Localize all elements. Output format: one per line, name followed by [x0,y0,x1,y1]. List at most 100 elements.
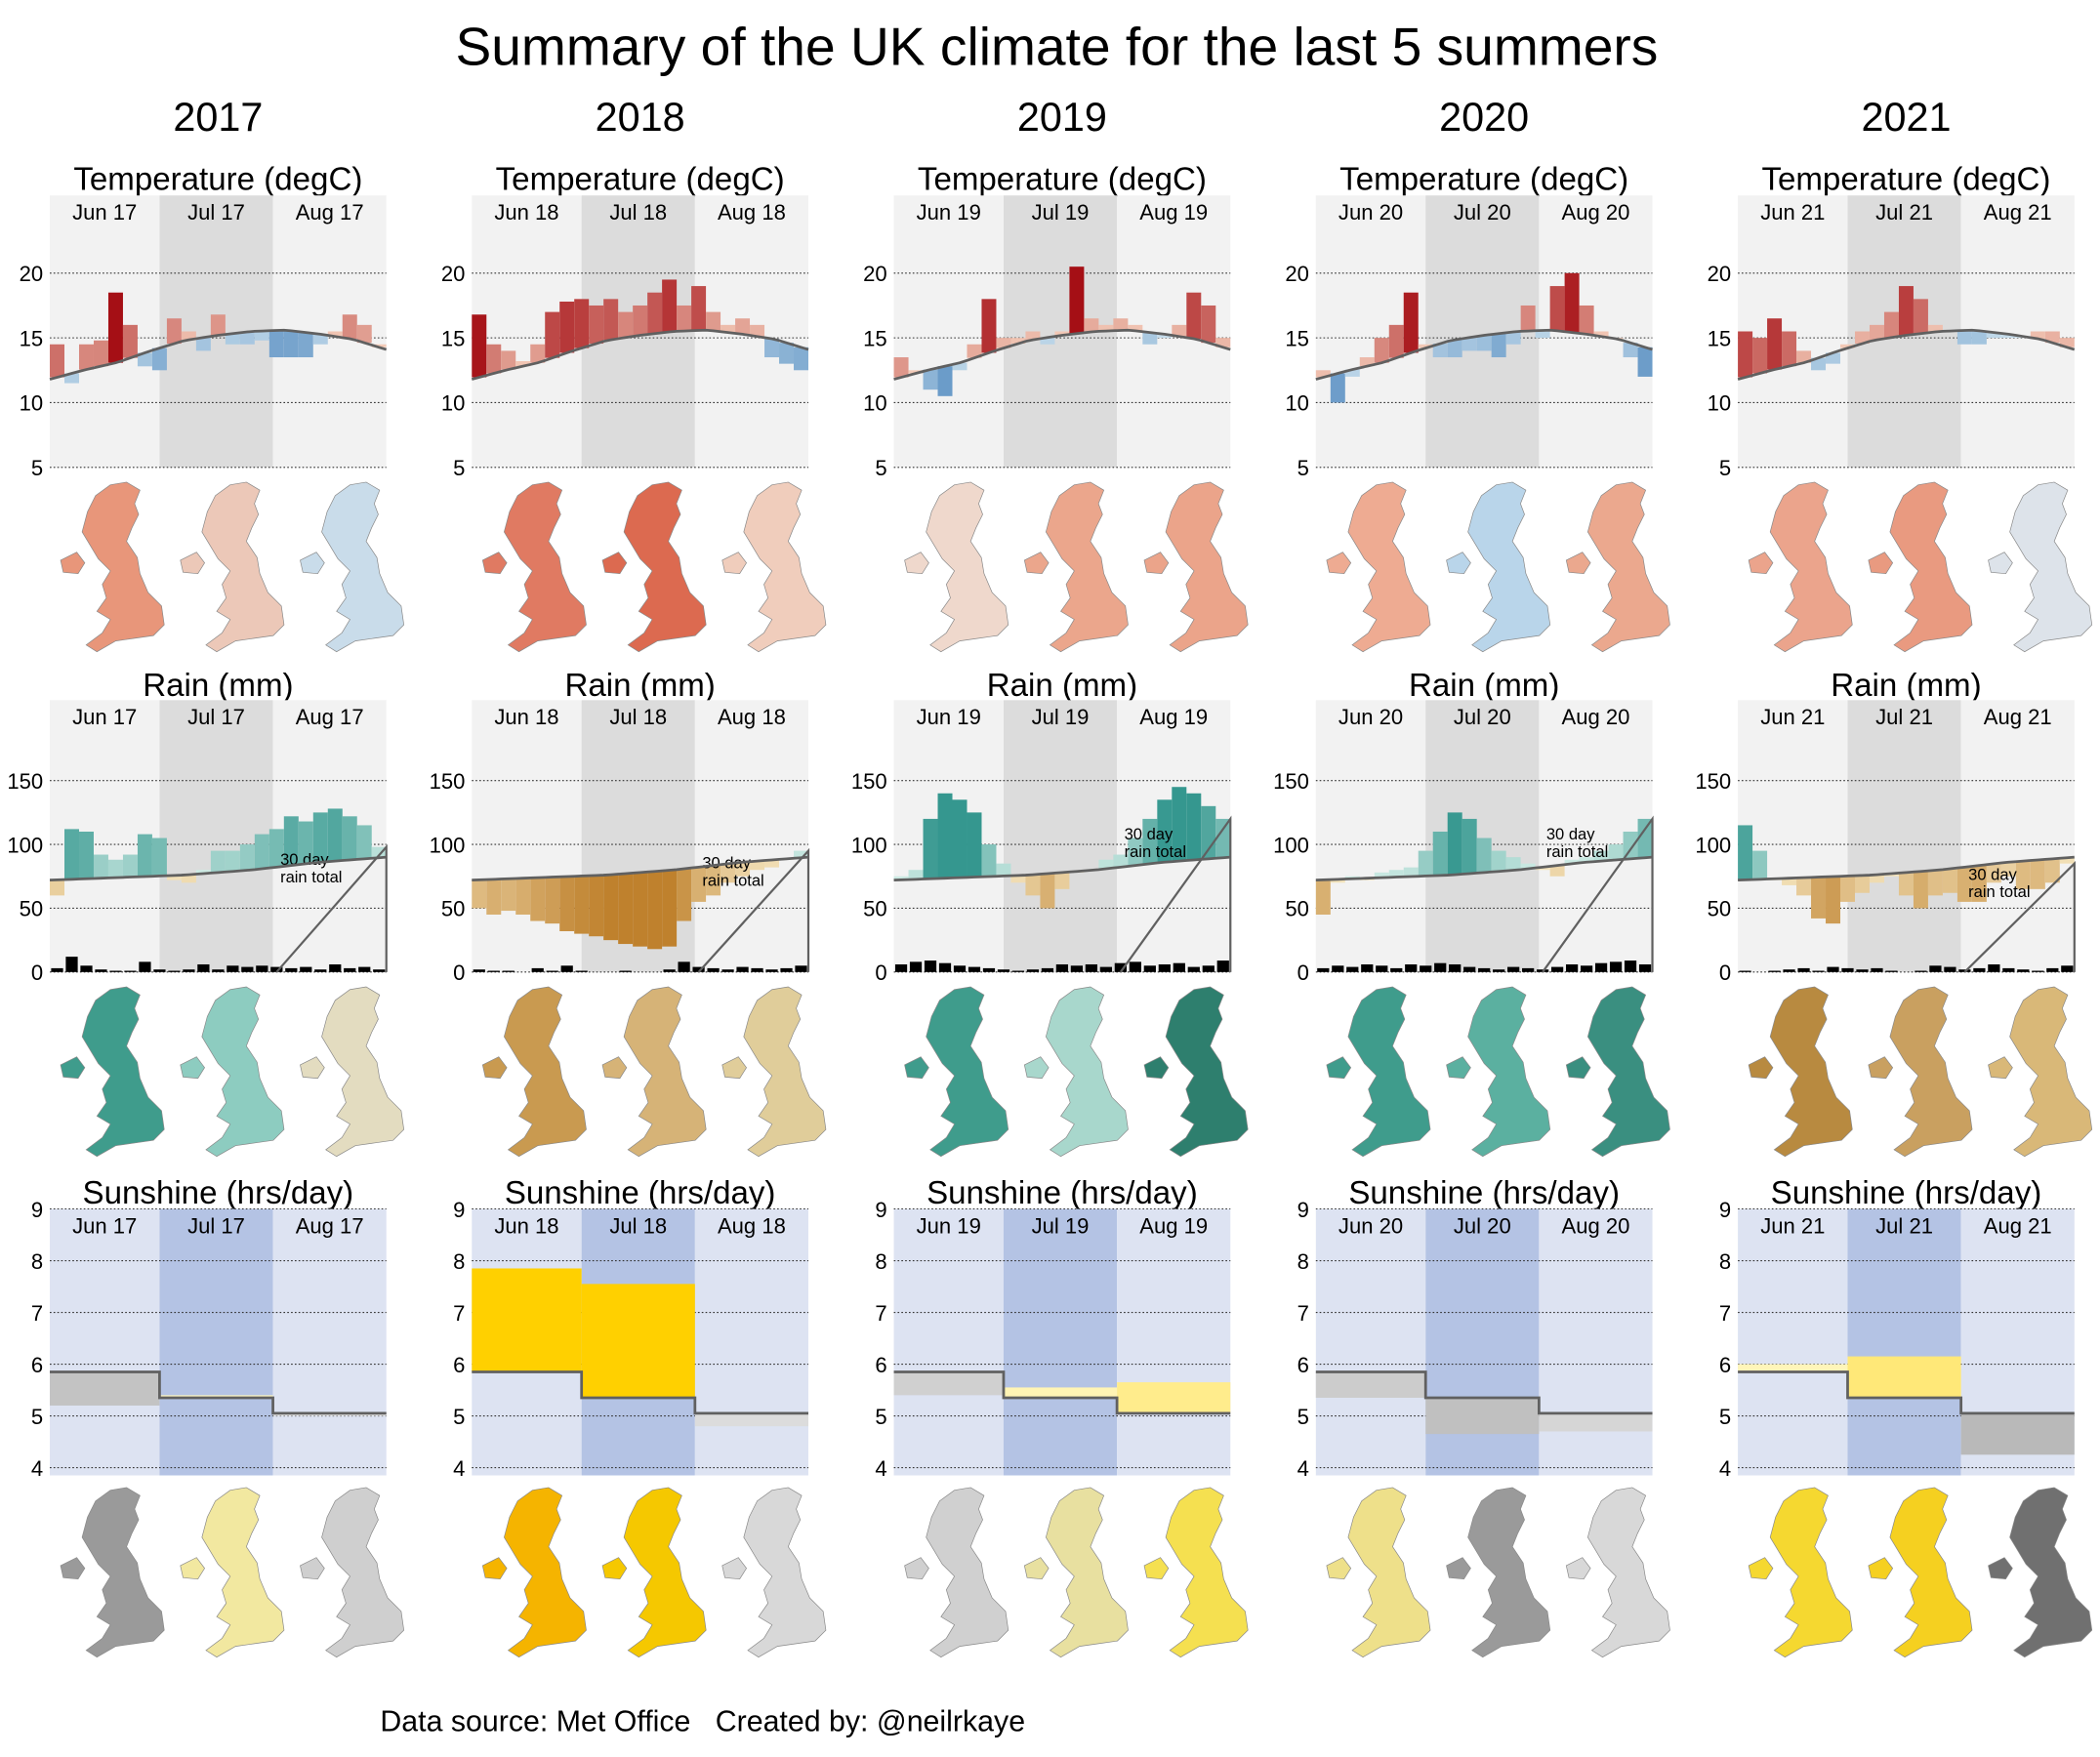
y-tick-label: 6 [1719,1353,1731,1377]
rain-30day-window-marker [1119,815,1232,973]
rain-daily-bar [1099,966,1112,972]
sunshine-map-3 [1143,1487,1249,1658]
rain-30day-window-marker [275,843,388,973]
uk-map-shape [481,481,587,653]
rain-daily-bar [373,969,386,972]
rain-daily-bar [1055,963,1069,972]
temperature-map-1 [904,481,1009,653]
rain-30day-bar [371,846,387,858]
rain-30day-bar [1462,818,1477,874]
uk-map-shape [904,986,1009,1158]
month-label: Jul 20 [1454,200,1511,225]
temperature-bar [1883,311,1899,338]
rain-30day-bar [2000,862,2016,877]
rain-30day-bar [1418,850,1433,877]
rain-30day-window-marker [697,847,810,973]
rain-daily-bar [997,969,1010,972]
y-tick-label: 5 [31,456,43,480]
rain-daily-bar [736,966,749,972]
month-label: Jul 18 [609,705,667,729]
year-label: 2017 [173,95,263,140]
temperature-bar [1315,370,1331,378]
rain-30day-bar [239,844,255,871]
sunshine-normal-line [1315,1370,1653,1415]
month-label: Jul 17 [187,705,245,729]
rain-30day-bar [1113,854,1129,868]
month-band [1847,1208,1961,1476]
rain-30day-bar [1608,844,1624,860]
sunshine-bar [1117,1382,1231,1413]
month-label: Jun 20 [1338,1213,1403,1238]
temperature-bar [1505,332,1521,345]
rain-30day-bar [1854,875,1870,893]
temperature-bar [1113,318,1129,331]
y-tick-label: 7 [31,1301,43,1326]
month-band [1539,1208,1653,1476]
rain-daily-bar [1390,967,1403,972]
rain-30day-bar [195,870,211,874]
rain-panel: Rain (mm)Jun 20 Jul 20 Aug 20 0 50 100 150 30 d… [1273,668,1670,1158]
uk-map-shape [1326,481,1431,653]
uk-map-shape [601,986,707,1158]
temperature-bar [137,352,152,367]
rain-30day-bar [1971,865,1987,902]
rain-daily-bar [938,962,952,972]
temperature-bar [1782,331,1797,367]
uk-map-shape [1446,986,1551,1158]
rain-daily-bar [183,969,195,972]
temperature-bar [981,299,997,353]
sunshine-map-2 [1023,1487,1129,1658]
uk-map-shape [1565,481,1670,653]
rain-daily-bar [256,965,268,972]
y-tick-label: 15 [441,326,466,350]
rain-daily-bar [1041,967,1054,972]
temperature-map-2 [1446,481,1551,653]
y-tick-label: 5 [1297,1405,1309,1429]
y-tick-label: 0 [1297,960,1309,985]
temperature-panel-title: Temperature (degC) [918,162,1207,198]
uk-map-shape [481,986,587,1158]
y-tick-label: 50 [20,897,44,921]
rain-30day-bar [515,878,531,915]
uk-map-shape [1023,1487,1129,1658]
month-label: Aug 21 [1984,1213,2052,1238]
month-band [472,700,582,972]
temperature-map-2 [180,481,285,653]
rain-30day-bar [794,850,808,858]
y-tick-label: 5 [1719,456,1731,480]
month-label: Jun 17 [72,1213,137,1238]
sunshine-panel-title: Sunshine (hrs/day) [83,1175,354,1211]
y-tick-label: 50 [441,897,466,921]
month-label: Aug 17 [296,705,364,729]
rain-daily-bar [197,963,210,972]
temperature-bar [764,338,780,358]
rain-daily-bar [1143,965,1156,972]
rain-annotation: rain total [1968,882,2030,901]
month-band [1738,1208,1848,1476]
temperature-bar [1593,331,1609,337]
rain-30day-bar [283,816,299,866]
month-band [1425,1208,1540,1476]
y-tick-label: 20 [863,262,887,286]
month-band [159,700,273,972]
month-label: Jul 21 [1875,1213,1933,1238]
rain-daily-bar [1463,966,1476,972]
month-band [1738,700,1848,972]
rain-30day-bar [1432,831,1448,876]
temperature-bar [122,324,138,358]
rain-daily-bar [765,969,778,972]
rain-30day-bar [254,834,269,870]
month-label: Jun 17 [72,705,137,729]
temperature-bar [1447,340,1462,358]
y-tick-label: 8 [1297,1249,1309,1274]
rain-30day-bar [1869,875,1884,883]
month-label: Jun 18 [494,705,558,729]
sunshine-bar [1847,1356,1961,1399]
y-tick-label: 100 [851,833,887,857]
temperature-map-3 [721,481,827,653]
temperature-bar [530,344,546,363]
sunshine-panel: Sunshine (hrs/day)Jun 18 Jul 18 Aug 18 4 5 6 7… [453,1175,827,1658]
rain-30day-bar [923,818,938,879]
temperature-bar [721,324,736,333]
